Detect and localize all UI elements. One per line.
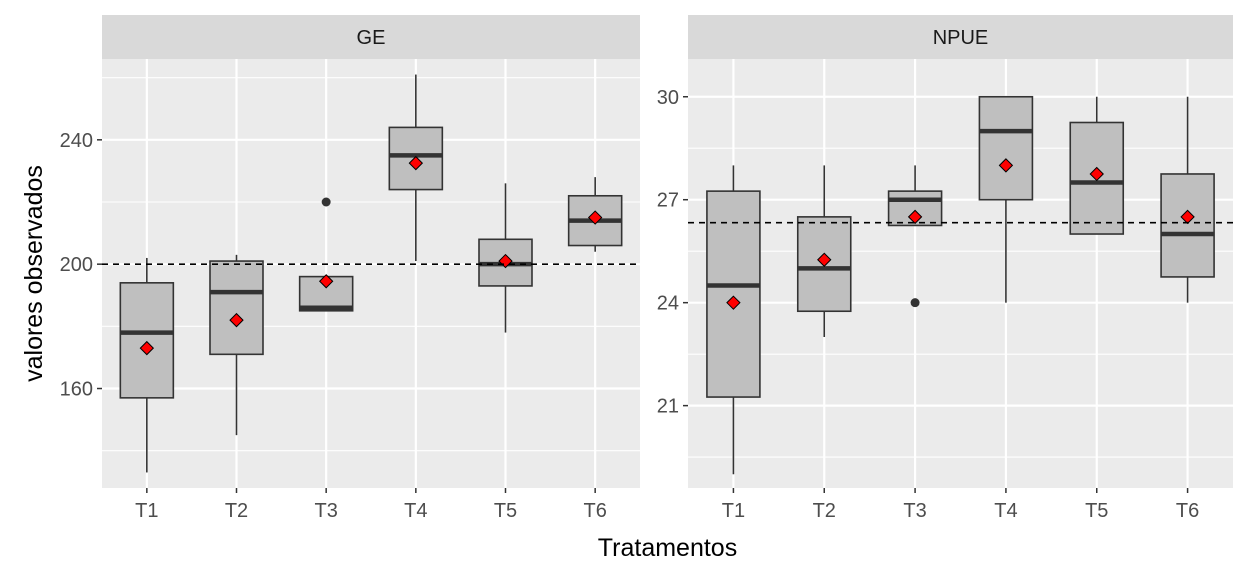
facet-strip-label: GE bbox=[357, 27, 386, 49]
x-tick-label: T2 bbox=[813, 500, 836, 522]
y-axis-title: valores observados bbox=[20, 165, 48, 382]
boxplot-t6 bbox=[567, 177, 623, 252]
x-tick-label: T6 bbox=[583, 500, 606, 522]
box-iqr bbox=[1160, 173, 1215, 278]
mean-marker bbox=[1089, 166, 1104, 182]
x-tick-label: T2 bbox=[225, 500, 248, 522]
box-iqr bbox=[119, 282, 175, 399]
mean-marker bbox=[318, 274, 334, 289]
y-tick-label: 30 bbox=[657, 87, 679, 109]
y-tick-label: 160 bbox=[60, 379, 93, 401]
boxplot-t4 bbox=[978, 95, 1034, 303]
x-tick-label: T6 bbox=[1176, 500, 1199, 522]
boxplot-t5 bbox=[478, 183, 533, 333]
facet-strip-label: NPUE bbox=[933, 27, 989, 49]
boxplot-t1 bbox=[706, 165, 761, 475]
boxplot-t4 bbox=[388, 74, 444, 262]
boxplot-t3 bbox=[298, 197, 354, 312]
mean-marker bbox=[229, 312, 244, 328]
x-axis-title: Tratamentos bbox=[598, 534, 737, 562]
y-tick-label: 21 bbox=[657, 396, 679, 418]
facet-panel-npue: NPUE 21 24 27 30 T1 T2 T3 T4 T5 T6 bbox=[657, 15, 1233, 522]
x-tick-label: T3 bbox=[314, 500, 337, 522]
mean-marker bbox=[998, 158, 1014, 173]
x-tick-label: T5 bbox=[1085, 500, 1108, 522]
box-iqr bbox=[706, 190, 761, 398]
x-tick-label: T1 bbox=[722, 500, 745, 522]
facet-strip bbox=[102, 15, 640, 59]
y-tick-label: 240 bbox=[60, 130, 93, 152]
x-tick-label: T4 bbox=[994, 500, 1017, 522]
x-tick-label: T3 bbox=[903, 500, 926, 522]
panel-background bbox=[102, 59, 640, 488]
mean-marker bbox=[587, 210, 603, 225]
facet-panel-ge: GE 160 200 240 T1 T2 T3 T4 T5 T6 bbox=[60, 15, 640, 522]
box-iqr bbox=[209, 260, 264, 356]
boxplot-t6 bbox=[1160, 96, 1215, 303]
mean-marker bbox=[726, 295, 741, 310]
mean-marker bbox=[408, 155, 424, 171]
outlier-point bbox=[910, 298, 920, 308]
mean-marker bbox=[907, 209, 923, 225]
y-tick-label: 24 bbox=[657, 293, 679, 315]
x-tick-label: T5 bbox=[494, 500, 517, 522]
x-tick-label: T4 bbox=[404, 500, 427, 522]
box-iqr bbox=[978, 95, 1034, 201]
panel-background bbox=[688, 59, 1233, 488]
boxplot-t5 bbox=[1069, 96, 1125, 235]
mean-marker bbox=[817, 252, 832, 267]
boxplot-t1 bbox=[119, 257, 175, 473]
boxplot-t3 bbox=[887, 165, 943, 308]
outlier-point bbox=[321, 197, 331, 207]
x-tick-label: T1 bbox=[135, 500, 158, 522]
boxplot-t2 bbox=[209, 254, 264, 436]
y-tick-label: 27 bbox=[657, 190, 679, 212]
facet-strip bbox=[688, 15, 1233, 59]
y-tick-label: 200 bbox=[60, 254, 93, 276]
mean-marker bbox=[139, 340, 155, 356]
boxplot-t2 bbox=[796, 165, 852, 337]
